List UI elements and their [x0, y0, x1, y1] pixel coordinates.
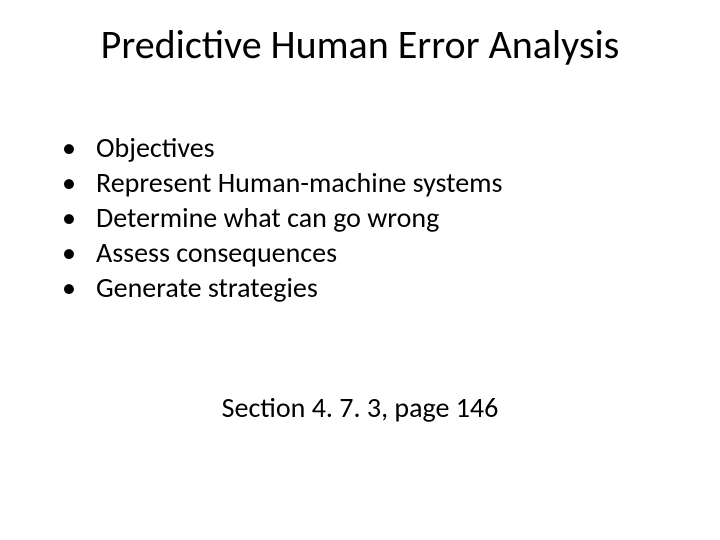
list-item: • Represent Human-machine systems	[60, 165, 660, 200]
bullet-icon: •	[60, 235, 96, 270]
bullet-icon: •	[60, 200, 96, 235]
list-item: • Generate strategies	[60, 270, 660, 305]
bullet-icon: •	[60, 130, 96, 165]
list-item: • Assess consequences	[60, 235, 660, 270]
bullet-icon: •	[60, 270, 96, 305]
bullet-text: Assess consequences	[96, 235, 660, 270]
bullet-text: Objectives	[96, 130, 660, 165]
bullet-text: Determine what can go wrong	[96, 200, 660, 235]
list-item: • Determine what can go wrong	[60, 200, 660, 235]
list-item: • Objectives	[60, 130, 660, 165]
slide: Predictive Human Error Analysis • Object…	[0, 0, 720, 540]
bullet-list: • Objectives • Represent Human-machine s…	[60, 130, 660, 305]
slide-title: Predictive Human Error Analysis	[0, 20, 720, 69]
bullet-text: Generate strategies	[96, 270, 660, 305]
section-reference: Section 4. 7. 3, page 146	[0, 390, 720, 425]
bullet-icon: •	[60, 165, 96, 200]
bullet-text: Represent Human-machine systems	[96, 165, 660, 200]
